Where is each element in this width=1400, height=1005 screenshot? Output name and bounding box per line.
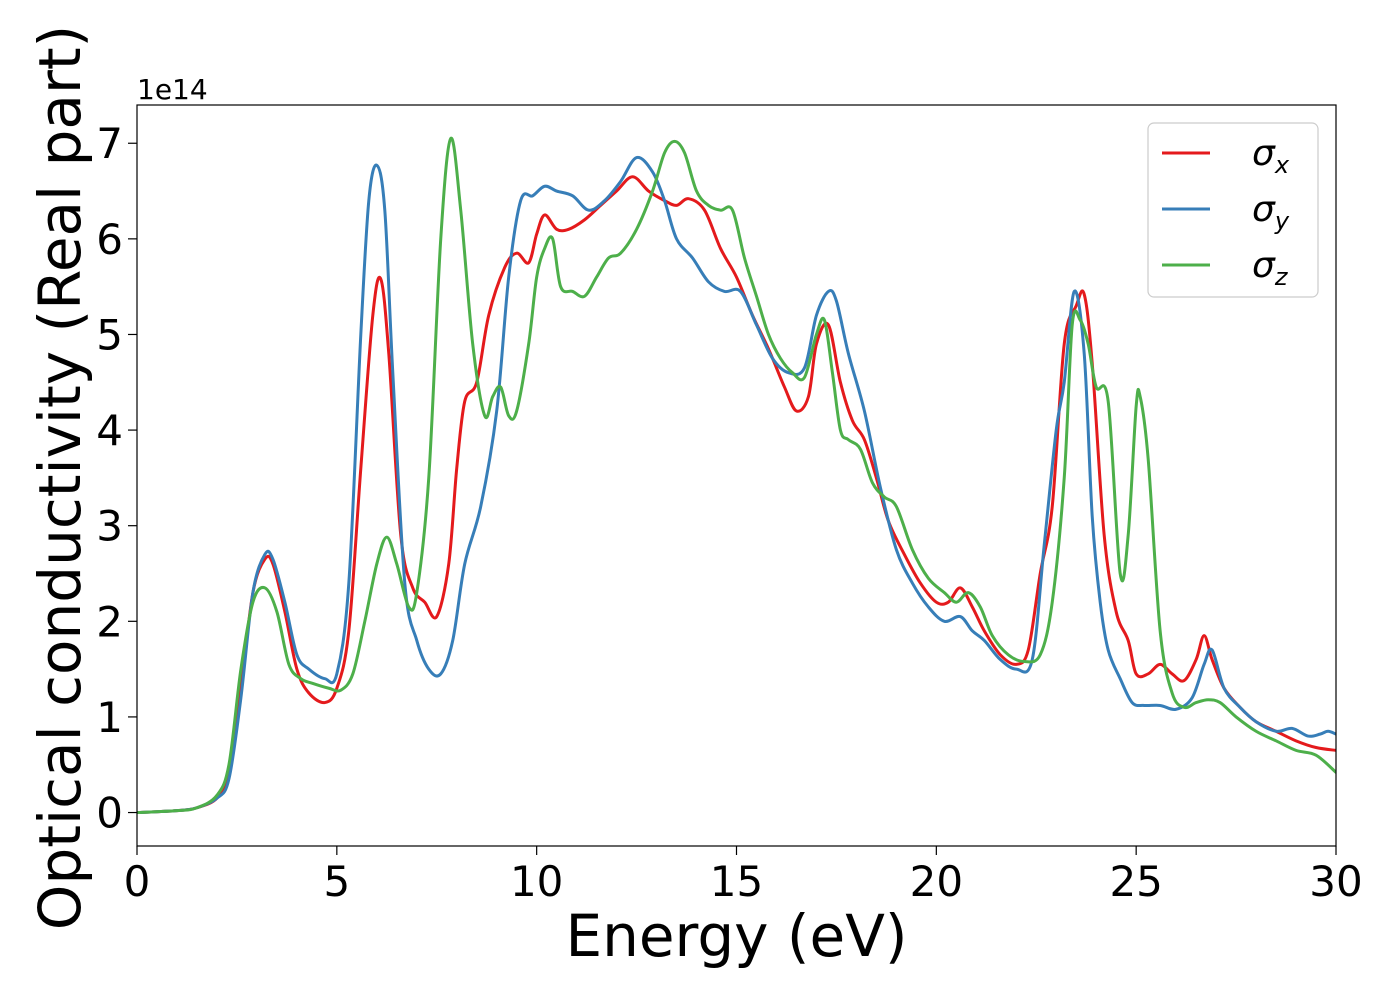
series-line-z bbox=[137, 136, 1336, 815]
y-tick-label: 1 bbox=[96, 693, 123, 742]
y-ticks: 0 1 2 3 4 5 6 7 bbox=[96, 119, 137, 838]
x-axis-label: Energy (eV) bbox=[565, 902, 907, 970]
y-tick-label: 5 bbox=[96, 310, 123, 359]
y-tick-label: 2 bbox=[96, 597, 123, 646]
series-line-y bbox=[137, 155, 1336, 815]
y-tick-label: 0 bbox=[96, 789, 123, 838]
series-layer bbox=[137, 136, 1336, 815]
axes-layer: 0 5 10 15 20 25 30 0 1 2 3 4 5 6 7 bbox=[96, 104, 1363, 906]
x-tick-label: 25 bbox=[1109, 857, 1162, 906]
x-tick-label: 5 bbox=[323, 857, 350, 906]
y-tick-label: 3 bbox=[96, 502, 123, 551]
legend-subscript: y bbox=[1274, 207, 1290, 235]
x-tick-label: 20 bbox=[910, 857, 963, 906]
x-tick-label: 30 bbox=[1309, 857, 1362, 906]
x-tick-label: 15 bbox=[710, 857, 763, 906]
legend-subscript: z bbox=[1274, 263, 1289, 291]
x-tick-label: 10 bbox=[510, 857, 563, 906]
legend-label-y: σy bbox=[1252, 189, 1290, 235]
y-offset-text: 1e14 bbox=[137, 73, 208, 106]
y-tick-label: 7 bbox=[96, 119, 123, 168]
y-axis-label: Optical conductivity (Real part) bbox=[26, 25, 94, 930]
y-tick-label: 6 bbox=[96, 215, 123, 264]
legend-box bbox=[1147, 122, 1319, 298]
y-tick-label: 4 bbox=[96, 406, 123, 455]
legend-subscript: x bbox=[1274, 151, 1290, 179]
x-tick-label: 0 bbox=[124, 857, 151, 906]
x-ticks: 0 5 10 15 20 25 30 bbox=[124, 846, 1363, 906]
series-line-x bbox=[137, 175, 1336, 815]
legend-label-x: σx bbox=[1252, 133, 1290, 179]
